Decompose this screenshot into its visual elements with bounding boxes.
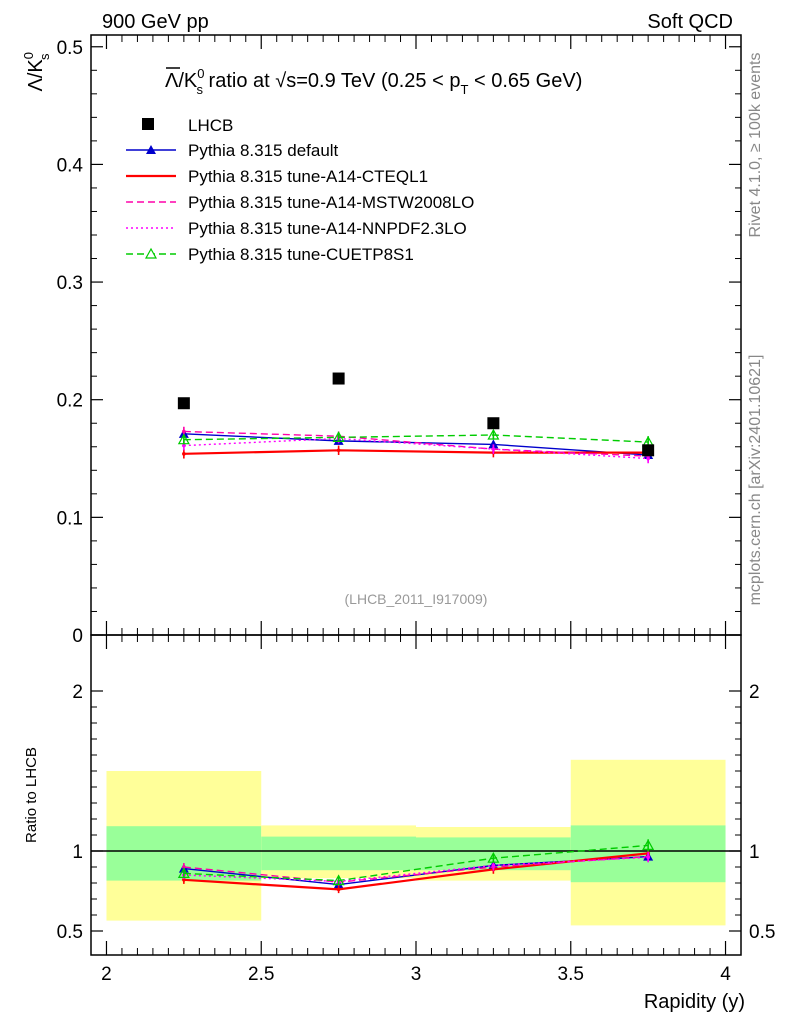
ratio-point: [332, 874, 345, 886]
ylabel-ratio: Ratio to LHCB: [23, 747, 40, 843]
ylabel-main: Λ/K0s: [21, 52, 52, 92]
title-sqrt: √: [275, 70, 286, 92]
title-pt-sub: T: [460, 82, 468, 97]
xlabel: Rapidity (y): [644, 991, 745, 1013]
header-right: Soft QCD: [647, 11, 733, 33]
chart-title: Λ/K0 s ratio at √s=0.9 TeV (0.25 < pT < 0…: [165, 66, 582, 97]
y-tick-label: 0.4: [57, 155, 84, 176]
y-tick-label: 0.2: [57, 391, 83, 412]
ratio-y-tick-label-right: 0.5: [749, 922, 775, 943]
data-point: [487, 428, 500, 440]
data-point: [488, 439, 499, 449]
lhcb-data-point: [487, 417, 500, 430]
legend-marker-lhcb: [142, 118, 154, 130]
lhcb-data-point: [642, 444, 655, 457]
ratio-y-tick-label: 0.5: [57, 922, 83, 943]
ratio-y-tick-label-right: 2: [749, 682, 760, 703]
ratio-point: [182, 878, 186, 882]
ratio-y-tick-label-right: 1: [749, 842, 760, 863]
ratio-point: [336, 887, 341, 892]
data-point: [177, 433, 190, 445]
ratio-point: [182, 865, 186, 869]
x-tick-label: 2: [101, 964, 112, 985]
series-line: [183, 430, 649, 457]
y-tick-label: 0: [72, 626, 83, 647]
legend-label: Pythia 8.315 tune-A14-NNPDF2.3LO: [188, 219, 467, 238]
mcplots-label: mcplots.cern.ch [arXiv:2401.10621]: [747, 355, 764, 606]
legend-label: Pythia 8.315 tune-CUETP8S1: [188, 245, 414, 264]
y-tick-label: 0.1: [57, 508, 83, 529]
ylabel-base: Λ/K: [25, 59, 47, 92]
legend-label-lhcb: LHCB: [188, 116, 233, 135]
y-tick-label: 0.3: [57, 273, 83, 294]
ratio-point: [177, 867, 190, 879]
ratio-frame: [90, 634, 742, 956]
data-point: [646, 456, 650, 461]
ratio-y-tick-label: 1: [72, 842, 83, 863]
x-tick-label: 2.5: [248, 964, 274, 985]
title-sub: s: [197, 82, 204, 97]
data-point: [336, 448, 341, 453]
series-line: [183, 434, 649, 443]
legend: LHCB Pythia 8.315 default Pythia 8.315 tun…: [126, 116, 474, 264]
rivet-label: Rivet 4.1.0, ≥ 100k events: [747, 53, 764, 238]
ratio-point: [487, 851, 500, 863]
x-tick-label: 3: [411, 964, 422, 985]
ratio-point: [491, 863, 496, 868]
lhcb-data-point: [177, 397, 190, 410]
ratio-point: [646, 855, 650, 860]
data-point: [332, 431, 345, 442]
data-point: [491, 447, 496, 451]
ratio-series-line: [183, 844, 649, 882]
analysis-id: (LHCB_2011_I917009): [345, 591, 488, 607]
x-tick-label: 3.5: [558, 964, 584, 985]
green-band: [261, 836, 416, 871]
series-layer: [177, 372, 655, 894]
ratio-point: [642, 839, 655, 851]
legend-marker: [144, 247, 158, 259]
legend-label: Pythia 8.315 tune-A14-CTEQL1: [188, 167, 428, 186]
legend-label: Pythia 8.315 default: [188, 141, 339, 160]
title-ratio: Λ/K: [165, 70, 198, 92]
title-energy: s=0.9 TeV (0.25 < p: [286, 70, 460, 92]
header-left: 900 GeV pp: [102, 11, 209, 33]
title-mid: ratio at: [203, 70, 275, 92]
lhcb-data-point: [332, 372, 345, 385]
y-tick-label: 0.5: [57, 38, 83, 59]
title-tail: < 0.65 GeV): [468, 70, 582, 92]
title-sup: 0: [197, 66, 204, 81]
ratio-series-line: [183, 855, 649, 883]
ylabel-sup: 0: [21, 52, 36, 59]
ratio-y-tick-label: 2: [72, 682, 83, 703]
data-point: [182, 452, 186, 456]
ylabel-sub: s: [37, 53, 52, 60]
x-tick-label: 4: [720, 964, 731, 985]
series-line: [183, 437, 649, 460]
axis-ticks: 0 0.1 0.2 0.3 0.4 0.5 0.5 0.5 1 1 2 2 2 2.5 3 3.5 4: [57, 35, 775, 985]
legend-marker: [146, 145, 156, 154]
ratio-bands: [91, 759, 741, 926]
data-point: [182, 429, 186, 434]
svg-text:Λ/K0s: Λ/K0s: [21, 52, 52, 92]
data-point: [182, 443, 186, 448]
legend-label: Pythia 8.315 tune-A14-MSTW2008LO: [188, 193, 474, 212]
